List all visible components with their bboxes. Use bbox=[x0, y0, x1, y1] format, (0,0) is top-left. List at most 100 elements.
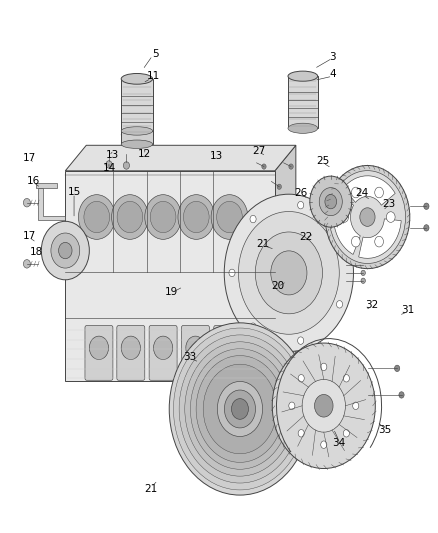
Circle shape bbox=[211, 195, 248, 239]
Text: 11: 11 bbox=[147, 71, 160, 81]
Text: 31: 31 bbox=[401, 305, 414, 315]
Circle shape bbox=[351, 236, 360, 247]
Circle shape bbox=[277, 184, 282, 189]
Circle shape bbox=[229, 269, 235, 277]
Wedge shape bbox=[359, 219, 401, 259]
FancyBboxPatch shape bbox=[181, 326, 209, 380]
Circle shape bbox=[336, 238, 343, 245]
Circle shape bbox=[375, 236, 383, 247]
Text: 26: 26 bbox=[294, 188, 308, 198]
Circle shape bbox=[173, 328, 307, 490]
Circle shape bbox=[310, 176, 352, 227]
Circle shape bbox=[218, 336, 237, 360]
FancyBboxPatch shape bbox=[121, 79, 152, 135]
Text: 12: 12 bbox=[138, 149, 152, 159]
Circle shape bbox=[112, 195, 148, 239]
Circle shape bbox=[23, 260, 30, 268]
Text: 27: 27 bbox=[253, 146, 266, 156]
Circle shape bbox=[59, 243, 72, 259]
Circle shape bbox=[150, 201, 176, 232]
Circle shape bbox=[343, 375, 350, 382]
Circle shape bbox=[319, 188, 343, 216]
Circle shape bbox=[169, 323, 311, 495]
Circle shape bbox=[184, 201, 209, 232]
Circle shape bbox=[262, 164, 266, 169]
Ellipse shape bbox=[121, 140, 152, 148]
Circle shape bbox=[250, 323, 256, 330]
Circle shape bbox=[329, 171, 406, 263]
Wedge shape bbox=[343, 176, 395, 205]
Circle shape bbox=[238, 212, 339, 334]
Text: 5: 5 bbox=[152, 49, 159, 59]
Wedge shape bbox=[334, 193, 360, 254]
Text: 3: 3 bbox=[329, 52, 336, 61]
Circle shape bbox=[399, 392, 404, 398]
Circle shape bbox=[298, 430, 304, 437]
Text: 14: 14 bbox=[102, 163, 116, 173]
Circle shape bbox=[178, 195, 215, 239]
Circle shape bbox=[340, 212, 349, 222]
Circle shape bbox=[314, 394, 333, 417]
Circle shape bbox=[375, 187, 383, 198]
FancyBboxPatch shape bbox=[214, 326, 242, 380]
FancyBboxPatch shape bbox=[117, 326, 145, 380]
Text: 16: 16 bbox=[27, 176, 40, 187]
Circle shape bbox=[41, 221, 89, 280]
Text: 34: 34 bbox=[332, 438, 346, 448]
FancyBboxPatch shape bbox=[149, 326, 177, 380]
Circle shape bbox=[336, 301, 343, 308]
Circle shape bbox=[321, 441, 327, 448]
Circle shape bbox=[186, 336, 205, 360]
Circle shape bbox=[217, 201, 242, 232]
Text: 17: 17 bbox=[22, 152, 36, 163]
Circle shape bbox=[386, 212, 395, 222]
Circle shape bbox=[124, 162, 130, 169]
Circle shape bbox=[361, 262, 365, 268]
Circle shape bbox=[231, 399, 248, 419]
Text: 18: 18 bbox=[30, 247, 43, 256]
Polygon shape bbox=[38, 188, 65, 220]
Polygon shape bbox=[36, 182, 57, 188]
Circle shape bbox=[424, 225, 429, 231]
Text: 23: 23 bbox=[382, 199, 395, 209]
Circle shape bbox=[121, 336, 141, 360]
Circle shape bbox=[361, 278, 365, 284]
Ellipse shape bbox=[121, 74, 152, 84]
Circle shape bbox=[84, 201, 110, 232]
Circle shape bbox=[298, 201, 304, 209]
Circle shape bbox=[23, 198, 30, 207]
Circle shape bbox=[51, 233, 80, 268]
Text: 21: 21 bbox=[145, 484, 158, 494]
Ellipse shape bbox=[121, 127, 152, 135]
Text: 35: 35 bbox=[378, 425, 392, 435]
FancyBboxPatch shape bbox=[65, 171, 275, 381]
Circle shape bbox=[353, 402, 359, 409]
Text: 15: 15 bbox=[67, 187, 81, 197]
Circle shape bbox=[89, 336, 109, 360]
Circle shape bbox=[351, 187, 360, 198]
Circle shape bbox=[298, 375, 304, 382]
FancyBboxPatch shape bbox=[121, 131, 152, 144]
Circle shape bbox=[117, 201, 143, 232]
Circle shape bbox=[361, 270, 365, 276]
Circle shape bbox=[250, 215, 256, 223]
Text: 19: 19 bbox=[164, 287, 177, 297]
Text: 4: 4 bbox=[329, 69, 336, 79]
Circle shape bbox=[298, 337, 304, 344]
Circle shape bbox=[145, 195, 181, 239]
Circle shape bbox=[185, 342, 295, 476]
Text: 20: 20 bbox=[272, 281, 285, 290]
Circle shape bbox=[272, 343, 375, 469]
Circle shape bbox=[224, 194, 353, 352]
Circle shape bbox=[325, 165, 410, 269]
Circle shape bbox=[343, 430, 350, 437]
Circle shape bbox=[289, 402, 295, 409]
Circle shape bbox=[191, 349, 290, 469]
Circle shape bbox=[321, 363, 327, 370]
Circle shape bbox=[106, 161, 112, 168]
Circle shape bbox=[424, 203, 429, 209]
Circle shape bbox=[179, 335, 301, 483]
Polygon shape bbox=[275, 146, 296, 381]
Text: 13: 13 bbox=[106, 150, 119, 160]
Circle shape bbox=[153, 336, 173, 360]
